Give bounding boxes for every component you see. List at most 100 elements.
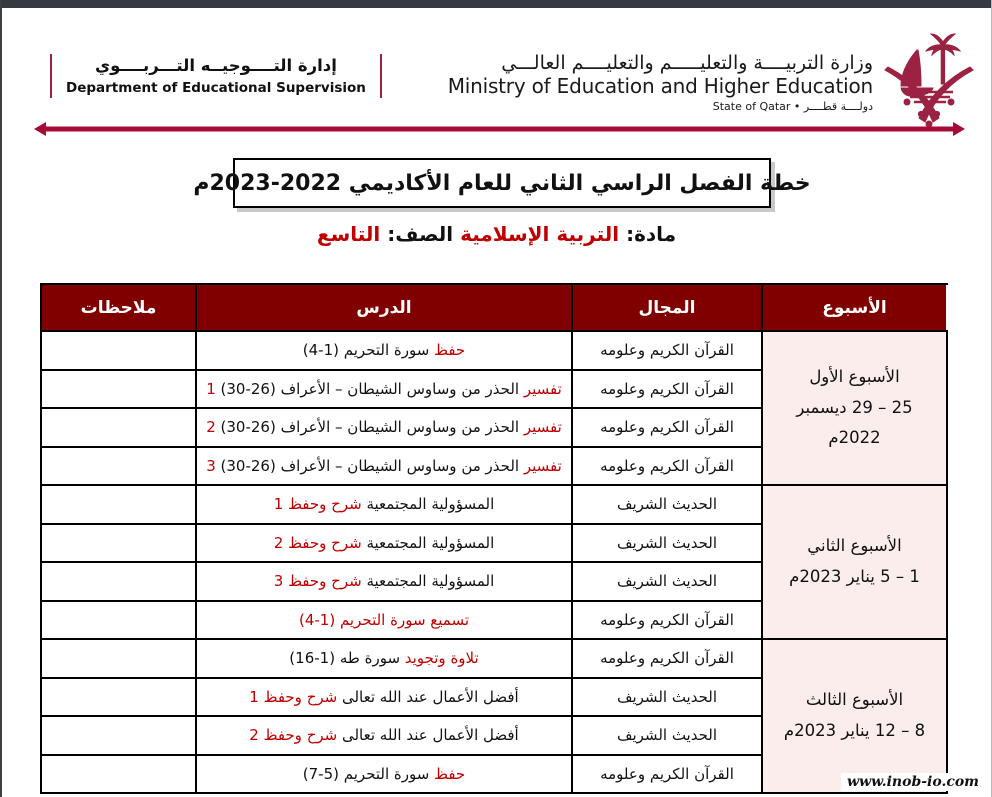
table-row: القرآن الكريم وعلومه تسميع سورة التحريم (…: [40, 599, 947, 640]
lesson-text: سورة التحريم (1-4): [302, 341, 435, 360]
lesson-keyword: شرح وحفظ: [263, 726, 338, 745]
lesson-sequence-number: 2: [249, 726, 264, 745]
area-cell: القرآن الكريم وعلومه: [571, 445, 763, 486]
lesson-keyword: حفظ: [434, 764, 466, 783]
table-row: الحديث الشريف المسؤولية المجتمعية شرح وحف…: [40, 522, 947, 563]
notes-cell[interactable]: [40, 638, 197, 679]
lesson-cell: تلاوة وتجويد سورة طه (1-16): [195, 638, 573, 679]
column-header-notes: ملاحظات: [40, 283, 197, 332]
table-row: القرآن الكريم وعلومه تفسير الحذر من وساوس…: [40, 445, 947, 486]
lesson-sequence-number: 1: [206, 379, 216, 398]
department-name-english: Department of Educational Supervision: [66, 79, 366, 96]
lesson-text: الحذر من وساوس الشيطان – الأعراف (26-30): [215, 418, 524, 437]
notes-cell[interactable]: [40, 522, 197, 563]
area-cell: الحديث الشريف: [571, 676, 763, 717]
week-dates: 1 – 5 يناير 2023م: [789, 567, 920, 586]
document-header: إدارة التــــوجيــه التـــربــــوي Depar…: [2, 8, 991, 128]
lesson-keyword: شرح وحفظ: [288, 572, 362, 591]
table-row: الحديث الشريف أفضل الأعمال عند الله تعالى…: [40, 715, 947, 756]
table-header-row: الأسبوع المجال الدرس ملاحظات: [40, 283, 948, 332]
department-name-arabic: إدارة التــــوجيــه التـــربــــوي: [94, 56, 337, 75]
week-cell: الأسبوع الأول 25 – 29 ديسمبر 2022م: [761, 330, 948, 486]
ministry-logo-block: وزارة التربيــــة والتعليـــــم والتعليـ…: [448, 52, 873, 114]
week-cell: الأسبوع الثالث 8 – 12 يناير 2023م: [761, 638, 948, 794]
lesson-keyword: حفظ: [434, 341, 466, 360]
table-row: الحديث الشريف المسؤولية المجتمعية شرح وحف…: [40, 561, 947, 602]
lesson-sequence-number: 3: [273, 572, 289, 591]
grade-label: الصف:: [387, 222, 454, 246]
lesson-keyword: تفسير: [523, 379, 562, 398]
week-cell: الأسبوع الثاني 1 – 5 يناير 2023م: [761, 484, 948, 640]
notes-cell[interactable]: [40, 561, 197, 602]
area-cell: الحديث الشريف: [571, 522, 763, 563]
double-arrow-divider-icon: [34, 122, 965, 136]
lesson-text: سورة التحريم (5-7): [302, 764, 435, 783]
table-body: الأسبوع الأول 25 – 29 ديسمبر 2022م القرآن …: [40, 330, 948, 794]
lesson-cell: أفضل الأعمال عند الله تعالى شرح وحفظ 2: [195, 715, 573, 756]
site-watermark: www.inob-io.com: [840, 773, 985, 791]
state-of-qatar-label: دولــــة قطــــر • State of Qatar: [712, 99, 873, 113]
department-logo-block: إدارة التــــوجيــه التـــربــــوي Depar…: [50, 54, 382, 99]
semester-plan-table: الأسبوع المجال الدرس ملاحظات الأسبوع الأ…: [40, 283, 948, 794]
week-dates: 8 – 12 يناير 2023م: [783, 721, 926, 740]
lesson-cell: حفظ سورة التحريم (1-4): [195, 330, 573, 371]
subject-label: مادة:: [626, 222, 677, 246]
lesson-text: أفضل الأعمال عند الله تعالى: [337, 726, 519, 745]
table-header: الأسبوع المجال الدرس ملاحظات: [40, 283, 948, 332]
notes-cell[interactable]: [40, 330, 197, 371]
notes-cell[interactable]: [40, 676, 197, 717]
lesson-cell: المسؤولية المجتمعية شرح وحفظ 2: [195, 522, 573, 563]
area-cell: الحديث الشريف: [571, 484, 763, 525]
state-name-arabic: دولــــة قطــــر: [803, 99, 873, 113]
notes-cell[interactable]: [40, 484, 197, 525]
lesson-text: الحذر من وساوس الشيطان – الأعراف (26-30): [215, 456, 524, 475]
notes-cell[interactable]: [40, 599, 197, 640]
notes-cell[interactable]: [40, 407, 197, 448]
lesson-sequence-number: 3: [206, 456, 216, 475]
area-cell: القرآن الكريم وعلومه: [571, 330, 763, 371]
lesson-cell: تفسير الحذر من وساوس الشيطان – الأعراف (…: [195, 407, 573, 448]
area-cell: الحديث الشريف: [571, 715, 763, 756]
qatar-state-emblem-icon: [884, 33, 974, 128]
lesson-text: أفضل الأعمال عند الله تعالى: [337, 687, 519, 706]
notes-cell[interactable]: [40, 753, 197, 794]
table-row: القرآن الكريم وعلومه تفسير الحذر من وساوس…: [40, 368, 947, 409]
lesson-text: المسؤولية المجتمعية: [361, 533, 495, 552]
lesson-text: الحذر من وساوس الشيطان – الأعراف (26-30): [215, 379, 524, 398]
notes-cell[interactable]: [40, 368, 197, 409]
lesson-text: سورة طه (1-16): [289, 649, 405, 668]
week-dates: 25 – 29 ديسمبر 2022م: [796, 397, 913, 448]
table-row: القرآن الكريم وعلومه تفسير الحذر من وساوس…: [40, 407, 947, 448]
lesson-text: المسؤولية المجتمعية: [361, 572, 495, 591]
notes-cell[interactable]: [40, 715, 197, 756]
area-cell: القرآن الكريم وعلومه: [571, 368, 763, 409]
lesson-keyword: شرح وحفظ: [288, 495, 362, 514]
column-header-lesson: الدرس: [195, 283, 573, 332]
lesson-keyword: شرح وحفظ: [288, 533, 362, 552]
lesson-cell: تفسير الحذر من وساوس الشيطان – الأعراف (…: [195, 445, 573, 486]
table-row: الحديث الشريف أفضل الأعمال عند الله تعالى…: [40, 676, 947, 717]
lesson-text: المسؤولية المجتمعية: [361, 495, 495, 514]
viewport-top-strip: [2, 0, 991, 8]
lesson-sequence-number: 1: [249, 687, 264, 706]
lesson-cell: حفظ سورة التحريم (5-7): [195, 753, 573, 794]
area-cell: القرآن الكريم وعلومه: [571, 638, 763, 679]
subject-value: التربية الإسلامية: [460, 222, 620, 246]
lesson-keyword: تفسير: [523, 456, 562, 475]
week-name: الأسبوع الثالث: [805, 690, 904, 710]
state-name-english: State of Qatar: [712, 99, 791, 113]
table-row: الأسبوع الثاني 1 – 5 يناير 2023م الحديث ال…: [40, 484, 948, 640]
plan-title-text: خطة الفصل الراسي الثاني للعام الأكاديمي …: [193, 170, 811, 196]
subject-grade-line: مادة: التربية الإسلامية الصف: التاسع: [2, 222, 991, 246]
column-header-week: الأسبوع: [761, 283, 948, 332]
week-name: الأسبوع الثاني: [807, 536, 902, 556]
lesson-cell: المسؤولية المجتمعية شرح وحفظ 1: [195, 484, 573, 525]
lesson-keyword: تلاوة وتجويد: [404, 649, 479, 668]
lesson-cell: أفضل الأعمال عند الله تعالى شرح وحفظ 1: [195, 676, 573, 717]
notes-cell[interactable]: [40, 445, 197, 486]
header-divider: [34, 119, 965, 139]
area-cell: القرآن الكريم وعلومه: [571, 753, 763, 794]
lesson-keyword: شرح وحفظ: [263, 687, 338, 706]
table-row: الأسبوع الثالث 8 – 12 يناير 2023م القرآن ا…: [40, 638, 948, 794]
